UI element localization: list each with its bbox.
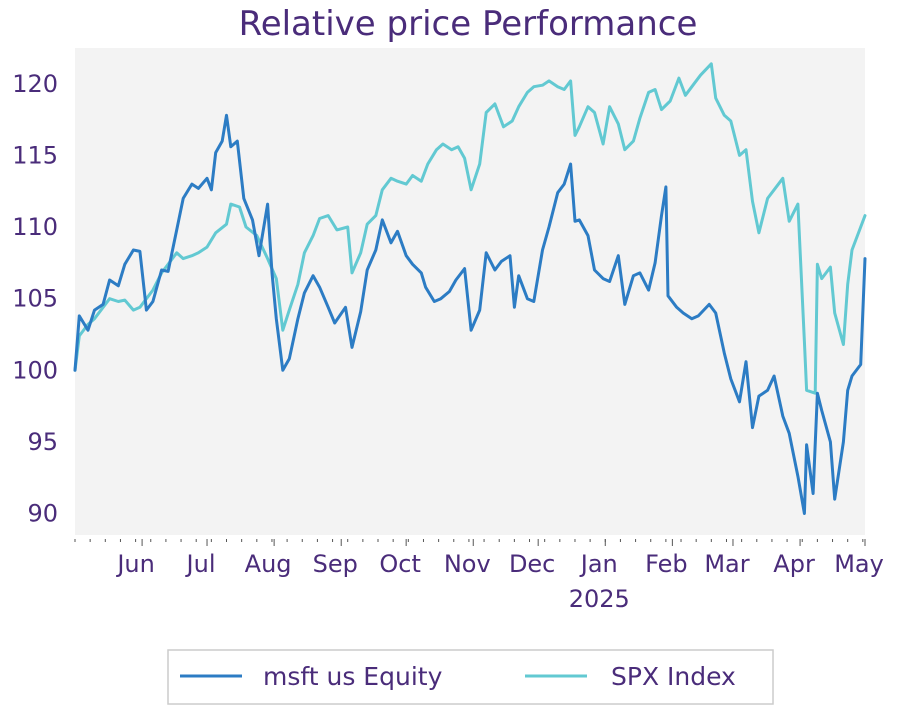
- series-layer: [73, 62, 867, 515]
- x-tick-label: Mar: [704, 550, 749, 578]
- x-tick-label: Nov: [444, 550, 491, 578]
- y-tick-label: 100: [12, 356, 58, 384]
- y-tick-label: 110: [12, 213, 58, 241]
- legend-box: [167, 649, 774, 705]
- x-tick-label: Aug: [245, 550, 292, 578]
- series-line-msft: [73, 113, 867, 515]
- legend-label-msft: msft us Equity: [263, 662, 443, 691]
- x-tick-label: Jun: [115, 550, 155, 578]
- x-year-label: 2025: [569, 585, 630, 613]
- x-axis: Jun Jul Aug Sep Oct Nov Dec Jan Feb Mar Apr May 2025: [74, 539, 884, 613]
- x-tick-label: Jan: [579, 550, 618, 578]
- y-tick-label: 95: [27, 428, 58, 456]
- x-tick-label: Sep: [313, 550, 358, 578]
- x-tick-label: Feb: [645, 550, 688, 578]
- series-line-spx: [73, 62, 867, 395]
- legend: msft us Equity SPX Index: [167, 649, 774, 705]
- y-tick-label: 115: [12, 141, 58, 169]
- x-tick-label: Jul: [185, 550, 216, 578]
- y-tick-label: 105: [12, 285, 58, 313]
- y-axis: 90 95 100 105 110 115 120: [12, 70, 58, 528]
- x-tick-label: Oct: [379, 550, 421, 578]
- chart-title: Relative price Performance: [239, 4, 698, 44]
- plot-area: [75, 48, 865, 535]
- x-tick-label: May: [834, 550, 884, 578]
- legend-label-spx: SPX Index: [611, 662, 736, 691]
- y-tick-label: 120: [12, 70, 58, 98]
- x-tick-label: Dec: [509, 550, 555, 578]
- x-tick-label: Apr: [773, 550, 815, 578]
- y-tick-label: 90: [27, 500, 58, 528]
